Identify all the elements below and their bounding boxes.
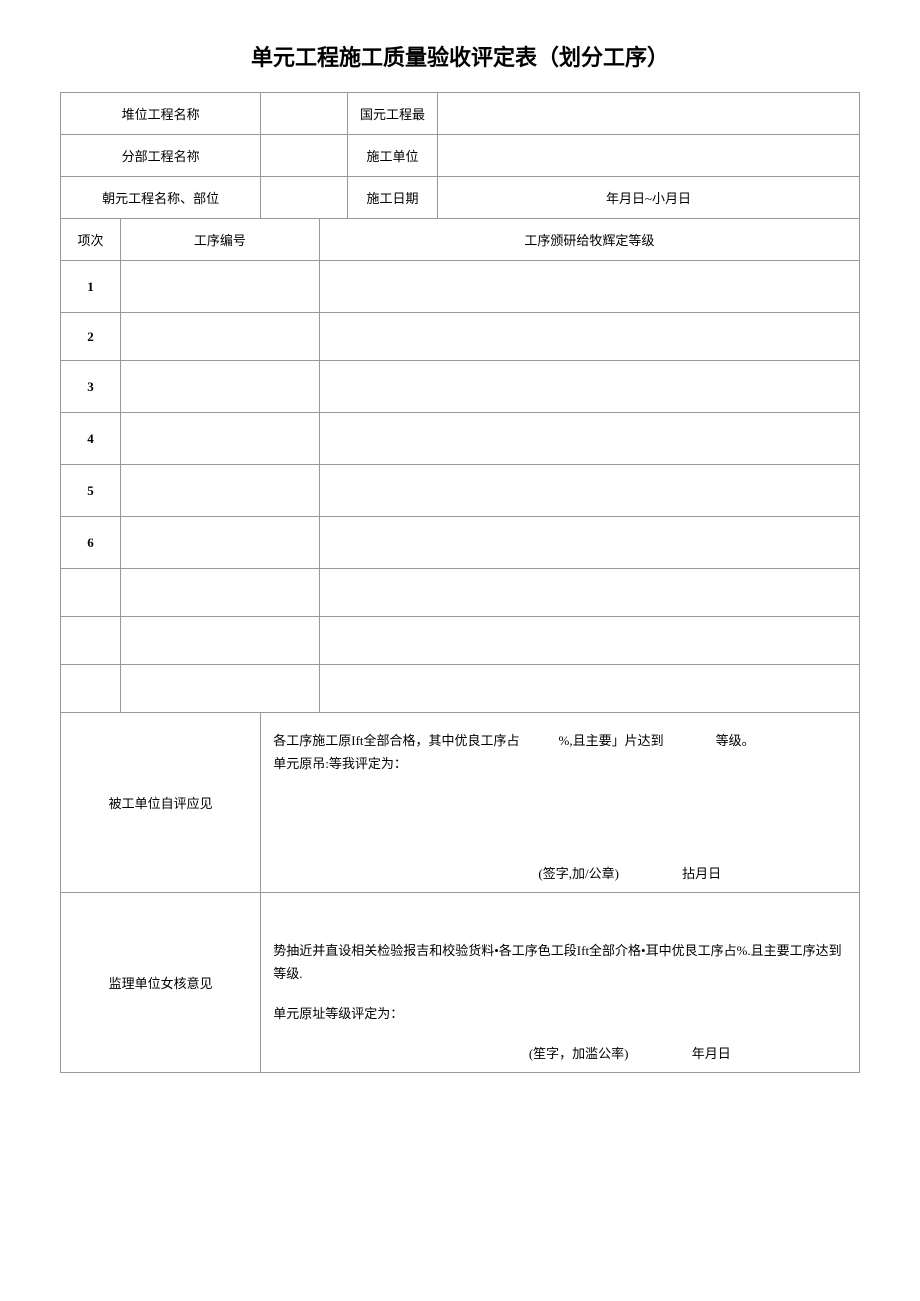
row-grade xyxy=(319,665,859,713)
self-eval-label: 被工单位自评应见 xyxy=(61,713,261,893)
value-project-pos xyxy=(261,93,348,135)
self-eval-sign: (签字,加/公章) 拈月日 xyxy=(421,863,839,882)
label-construction-unit: 施工单位 xyxy=(348,135,438,177)
row-grade xyxy=(319,313,859,361)
self-eval-line1: 各工序施工原Ift全部合格，其中优良工序占 %,且主要」片达到 等级。 xyxy=(273,729,847,752)
value-unit-name xyxy=(261,177,348,219)
label-unit-project: 国元工程最 xyxy=(348,93,438,135)
row-index xyxy=(61,665,121,713)
row-index: 3 xyxy=(61,361,121,413)
row-grade xyxy=(319,517,859,569)
label-project-pos: 堆位工程名称 xyxy=(61,93,261,135)
row-grade xyxy=(319,413,859,465)
data-row xyxy=(61,617,860,665)
row-procedure xyxy=(121,517,320,569)
row-procedure xyxy=(121,361,320,413)
column-header-row: 项次 工序编号 工序颁研给牧辉定等级 xyxy=(61,219,860,261)
document-title: 单元工程施工质量验收评定表（划分工序） xyxy=(60,40,860,72)
supervisor-review-row: 监理单位女核意见 势抽近并直设相关检验报吉和校验货料•各工序色工段Ift全部介格… xyxy=(61,893,860,1073)
self-evaluation-row: 被工单位自评应见 各工序施工原Ift全部合格，其中优良工序占 %,且主要」片达到… xyxy=(61,713,860,893)
row-procedure xyxy=(121,413,320,465)
header-row-3: 朝元工程名称、部位 施工日期 年月日~小月日 xyxy=(61,177,860,219)
sign-label: (签字,加/公章) xyxy=(538,863,619,882)
supervisor-line1: 势抽近并直设相关检验报吉和校验货料•各工序色工段Ift全部介格•耳中优艮工序占%… xyxy=(273,939,847,986)
data-row: 5 xyxy=(61,465,860,517)
row-grade xyxy=(319,617,859,665)
self-eval-content: 各工序施工原Ift全部合格，其中优良工序占 %,且主要」片达到 等级。 单元原吊… xyxy=(261,713,860,893)
sign-date: 拈月日 xyxy=(682,863,721,882)
data-row: 3 xyxy=(61,361,860,413)
data-row: 4 xyxy=(61,413,860,465)
supervisor-content: 势抽近并直设相关检验报吉和校验货料•各工序色工段Ift全部介格•耳中优艮工序占%… xyxy=(261,893,860,1073)
row-index: 1 xyxy=(61,261,121,313)
data-row: 1 xyxy=(61,261,860,313)
evaluation-table: 堆位工程名称 国元工程最 分部工程名祢 施工单位 朝元工程名称、部位 施工日期 … xyxy=(60,92,860,1073)
value-construction-date: 年月日~小月日 xyxy=(438,177,860,219)
row-procedure xyxy=(121,617,320,665)
data-row: 2 xyxy=(61,313,860,361)
self-eval-line2: 单元原吊:等我评定为： xyxy=(273,752,847,775)
row-index xyxy=(61,617,121,665)
header-row-1: 堆位工程名称 国元工程最 xyxy=(61,93,860,135)
row-procedure xyxy=(121,261,320,313)
data-row xyxy=(61,665,860,713)
row-index: 2 xyxy=(61,313,121,361)
row-index: 6 xyxy=(61,517,121,569)
row-index: 5 xyxy=(61,465,121,517)
value-unit-project xyxy=(438,93,860,135)
row-grade xyxy=(319,465,859,517)
sign-label: (笙字，加滥公率) xyxy=(529,1043,629,1062)
col-header-procedure: 工序编号 xyxy=(121,219,320,261)
col-header-grade: 工序颁研给牧辉定等级 xyxy=(319,219,859,261)
row-index xyxy=(61,569,121,617)
row-procedure xyxy=(121,465,320,517)
row-grade xyxy=(319,261,859,313)
supervisor-label: 监理单位女核意见 xyxy=(61,893,261,1073)
label-subproject: 分部工程名祢 xyxy=(61,135,261,177)
col-header-index: 项次 xyxy=(61,219,121,261)
row-grade xyxy=(319,569,859,617)
header-row-2: 分部工程名祢 施工单位 xyxy=(61,135,860,177)
value-construction-unit xyxy=(438,135,860,177)
data-row: 6 xyxy=(61,517,860,569)
sign-date: 年月日 xyxy=(692,1043,731,1062)
row-procedure xyxy=(121,665,320,713)
supervisor-sign: (笙字，加滥公率) 年月日 xyxy=(421,1043,839,1062)
row-procedure xyxy=(121,313,320,361)
data-row xyxy=(61,569,860,617)
row-index: 4 xyxy=(61,413,121,465)
value-subproject xyxy=(261,135,348,177)
row-procedure xyxy=(121,569,320,617)
row-grade xyxy=(319,361,859,413)
label-unit-name: 朝元工程名称、部位 xyxy=(61,177,261,219)
label-construction-date: 施工日期 xyxy=(348,177,438,219)
supervisor-line2: 单元原址等级评定为： xyxy=(273,1002,847,1025)
